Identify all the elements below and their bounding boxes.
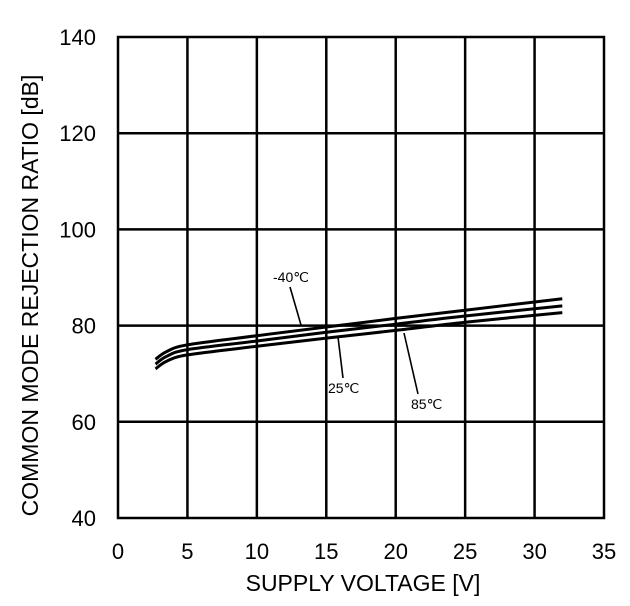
annotation-leader xyxy=(403,332,419,395)
series-lines xyxy=(154,297,563,371)
x-tick-label: 5 xyxy=(181,539,193,564)
x-tick-label: 20 xyxy=(383,539,407,564)
y-tick-label: 100 xyxy=(59,217,96,242)
series-line-1 xyxy=(154,304,563,366)
y-tick-labels: 40 60 80 100 120 140 xyxy=(59,25,96,531)
annotation-leader xyxy=(289,286,302,326)
annotations: -40℃ 25℃ 85℃ xyxy=(273,269,442,412)
x-tick-label: 15 xyxy=(314,539,338,564)
x-tick-label: 35 xyxy=(592,539,616,564)
series-line-2 xyxy=(154,311,563,371)
y-tick-label: 80 xyxy=(72,314,96,339)
grid-lines xyxy=(118,37,604,518)
annotation-label: -40℃ xyxy=(273,269,309,285)
y-tick-label: 40 xyxy=(72,506,96,531)
annotation-label: 25℃ xyxy=(328,380,359,396)
x-tick-label: 30 xyxy=(522,539,546,564)
series-line-0 xyxy=(154,297,563,361)
y-tick-label: 60 xyxy=(72,410,96,435)
x-tick-label: 25 xyxy=(453,539,477,564)
y-tick-label: 120 xyxy=(59,121,96,146)
x-axis-label: SUPPLY VOLTAGE [V] xyxy=(246,570,481,596)
x-tick-label: 0 xyxy=(112,539,124,564)
y-axis-label: COMMON MODE REJECTION RATIO [dB] xyxy=(17,75,43,517)
plot-frame xyxy=(116,35,606,520)
annotation-label: 85℃ xyxy=(411,396,442,412)
x-tick-label: 10 xyxy=(245,539,269,564)
y-tick-label: 140 xyxy=(59,25,96,50)
x-tick-labels: 0 5 10 15 20 25 30 35 xyxy=(112,539,616,564)
annotation-leader xyxy=(337,336,344,379)
